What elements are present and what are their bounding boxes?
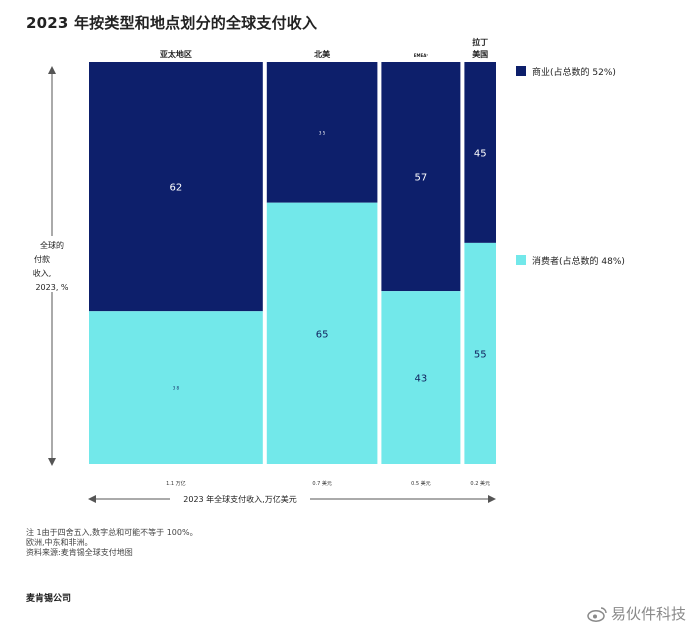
footnotes: 注 1由于四舍五入,数字总和可能不等于 100%。 欧洲,中东和非洲。 资料来源…	[26, 528, 198, 558]
category-label-0: 亚太地区	[160, 49, 192, 59]
legend-swatch-business	[516, 66, 526, 76]
segment-business-3	[464, 62, 496, 243]
watermark-text: 易伙件科技	[610, 605, 686, 623]
category-label-3-0: 拉丁	[472, 37, 488, 47]
category-label-3-1: 美国	[472, 49, 488, 59]
width-label-0: 1.1 万亿	[166, 480, 186, 487]
weibo-icon	[587, 606, 607, 622]
x-axis-arrow-left	[88, 495, 96, 503]
y-axis-arrow-down	[48, 458, 56, 466]
data-label-business-0: 62	[170, 183, 183, 194]
y-axis-label-1: 付款	[34, 254, 50, 264]
data-label-business-2: 57	[415, 173, 428, 184]
footnote-rounding: 注 1由于四舍五入,数字总和可能不等于 100%。	[26, 528, 198, 537]
category-label-1: 北美	[314, 49, 331, 59]
legend-swatch-consumer	[516, 255, 526, 265]
width-label-1: 0.7 美元	[312, 480, 332, 487]
segment-consumer-0	[89, 311, 263, 464]
y-axis-label-3: 2023, %	[35, 283, 68, 292]
data-label-consumer-2: 43	[415, 374, 428, 385]
data-label-business-3: 45	[474, 148, 487, 159]
x-axis-label: 2023 年全球支付收入,万亿美元	[183, 494, 296, 504]
segment-business-0	[89, 62, 263, 312]
y-axis-label-2: 收入,	[33, 268, 52, 278]
x-axis-label-bg	[170, 492, 310, 506]
legend-label-business: 商业(占总数的 52%)	[532, 66, 616, 78]
segment-business-1	[266, 62, 378, 203]
footnote-source: 资料来源:麦肯锡全球支付地图	[26, 548, 133, 557]
width-label-3: 0.2 美元	[470, 480, 490, 487]
footnote-emea: 欧洲,中东和非洲。	[26, 538, 93, 547]
watermark: 易伙件科技	[587, 603, 686, 624]
data-label-business-1: 3 5	[319, 130, 326, 135]
segment-business-2	[381, 62, 461, 292]
publisher-brand: 麦肯锡公司	[26, 594, 72, 604]
segment-consumer-2	[381, 291, 461, 464]
segment-consumer-3	[464, 242, 496, 464]
chart-title: 2023 年按类型和地点划分的全球支付收入	[26, 14, 318, 32]
width-label-2: 0.5 美元	[411, 480, 431, 487]
legend-label-consumer: 消费者(占总数的 48%)	[532, 255, 625, 267]
y-axis-label-0: 全球的	[40, 240, 64, 250]
category-label-2: EMEA¹	[414, 53, 429, 58]
data-label-consumer-3: 55	[474, 349, 487, 360]
segment-consumer-1	[266, 202, 378, 464]
y-axis-arrow-up	[48, 66, 56, 74]
y-axis-label-bg	[28, 236, 76, 292]
x-axis-arrow-right	[488, 495, 496, 503]
data-label-consumer-0: 3 8	[173, 386, 180, 391]
data-label-consumer-1: 65	[316, 329, 329, 340]
